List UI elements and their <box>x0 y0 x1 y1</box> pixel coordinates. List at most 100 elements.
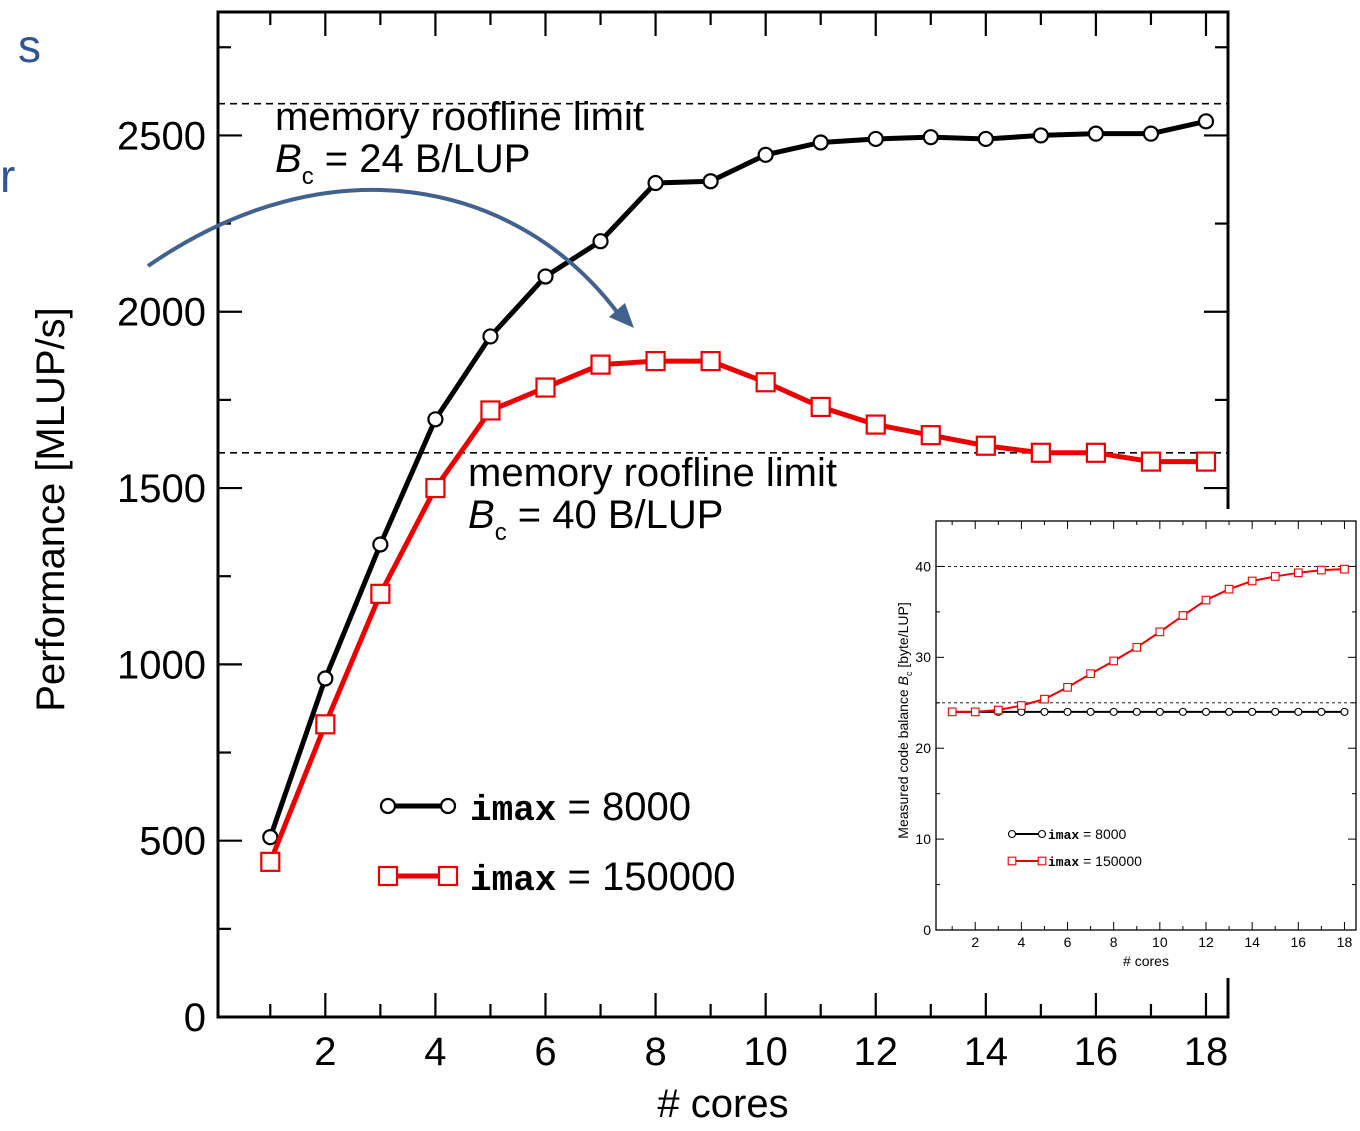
data-point-8000 <box>1032 127 1049 144</box>
data-point-150000 <box>1030 442 1051 463</box>
data-point-8000 <box>1317 707 1326 716</box>
x-tick-label: 6 <box>534 1030 556 1074</box>
data-point-150000 <box>975 435 996 456</box>
data-point-8000 <box>702 173 719 190</box>
legend-label-150000: imax = 150000 <box>470 855 735 901</box>
y-tick-label: 10 <box>915 831 931 847</box>
data-point-8000 <box>1142 125 1160 142</box>
data-point-150000 <box>1086 669 1095 679</box>
chart-background <box>884 509 1359 978</box>
arrow-head <box>609 303 634 328</box>
data-point-150000 <box>645 351 666 372</box>
x-tick-label: 4 <box>1017 934 1025 950</box>
data-point-8000 <box>1340 707 1349 716</box>
data-point-8000 <box>922 129 939 146</box>
y-tick-label: 0 <box>923 922 931 938</box>
data-point-150000 <box>1063 682 1072 692</box>
data-point-150000 <box>755 372 776 393</box>
data-point-150000 <box>810 396 831 418</box>
y-tick-label: 1500 <box>117 467 206 511</box>
data-point-8000 <box>867 130 884 148</box>
legend-marker-150000 <box>377 865 399 887</box>
data-point-8000 <box>812 134 829 151</box>
data-point-8000 <box>1178 707 1187 716</box>
data-point-150000 <box>1201 595 1211 605</box>
inset-y-axis-title: Measured code balance Bc [byte/LUP] <box>895 602 914 838</box>
data-point-150000 <box>315 714 336 735</box>
x-axis-title: # cores <box>1123 953 1169 969</box>
x-tick-label: 4 <box>424 1030 446 1074</box>
inset-code-balance-chart: 2 4 6 8 10 12 14 16 18 0 10 20 30 40 # cores Measured c… <box>884 509 1359 978</box>
x-tick-label: 6 <box>1064 934 1072 950</box>
inset-legend-marker-150000 <box>1037 856 1047 866</box>
data-point-150000 <box>1340 564 1349 574</box>
data-point-150000 <box>535 377 556 398</box>
roofline-balance-label: Bc = 40 B/LUP <box>468 493 723 546</box>
data-point-8000 <box>482 328 499 345</box>
x-tick-label: 2 <box>971 934 979 950</box>
data-point-8000 <box>1197 113 1215 130</box>
y-tick-label: 500 <box>139 820 206 864</box>
inset-legend-marker-8000 <box>1037 829 1047 839</box>
data-point-150000 <box>1270 572 1280 581</box>
inset-legend-marker-150000 <box>1007 856 1017 866</box>
data-point-150000 <box>865 414 886 435</box>
plot-frame <box>935 520 1357 931</box>
x-tick-label: 10 <box>1152 934 1168 950</box>
data-point-8000 <box>1294 707 1303 716</box>
data-point-8000 <box>1040 707 1049 716</box>
data-point-8000 <box>1225 707 1234 716</box>
x-tick-label: 12 <box>1198 934 1214 950</box>
main-performance-chart: 2 4 6 8 10 12 14 16 18 0 500 1000 1500 2000 2500 # core… <box>29 10 1230 1126</box>
data-point-8000 <box>372 536 389 553</box>
arrow-curve <box>146 188 622 318</box>
data-point-150000 <box>1317 565 1326 575</box>
data-point-8000 <box>1109 707 1118 716</box>
roofline-label: memory roofline limit <box>468 451 837 495</box>
data-point-8000 <box>262 829 279 846</box>
data-point-150000 <box>993 705 1003 715</box>
data-point-8000 <box>1086 707 1095 716</box>
inset-legend-marker-8000 <box>1007 829 1017 839</box>
inset-legend-label-8000: imax = 8000 <box>1048 826 1127 843</box>
legend-marker-8000 <box>379 797 397 815</box>
y-tick-label: 40 <box>915 558 931 574</box>
data-point-8000 <box>1155 707 1164 716</box>
data-point-150000 <box>700 351 721 372</box>
data-point-8000 <box>537 268 554 285</box>
data-point-8000 <box>1201 707 1211 716</box>
data-point-150000 <box>1085 442 1107 463</box>
data-point-150000 <box>947 707 957 717</box>
data-point-8000 <box>757 146 774 163</box>
x-tick-label: 14 <box>1244 934 1260 950</box>
data-point-150000 <box>425 477 446 499</box>
data-point-8000 <box>1248 707 1257 716</box>
data-point-150000 <box>970 707 980 717</box>
data-point-150000 <box>1293 568 1303 578</box>
data-point-8000 <box>977 130 994 148</box>
data-point-150000 <box>920 425 941 446</box>
x-tick-label: 16 <box>1074 1030 1119 1074</box>
data-point-150000 <box>1195 451 1217 472</box>
x-tick-label: 18 <box>1337 934 1353 950</box>
data-point-150000 <box>1040 694 1049 704</box>
data-point-8000 <box>592 233 609 250</box>
y-tick-label: 20 <box>915 740 931 756</box>
data-point-150000 <box>370 583 391 604</box>
x-tick-label: 8 <box>644 1030 666 1074</box>
x-tick-label: 10 <box>743 1030 788 1074</box>
y-tick-label: 2000 <box>117 291 206 335</box>
legend-marker-150000 <box>437 865 459 887</box>
data-point-150000 <box>1155 627 1165 637</box>
y-tick-label: 2500 <box>117 114 206 158</box>
data-point-150000 <box>260 851 281 872</box>
x-tick-label: 18 <box>1184 1030 1229 1074</box>
legend-marker-8000 <box>439 797 457 815</box>
data-point-150000 <box>1178 611 1188 620</box>
series-line-8000 <box>267 118 1207 838</box>
data-point-8000 <box>647 174 664 192</box>
roofline-balance-label: Bc = 24 B/LUP <box>275 137 530 190</box>
roofline-label: memory roofline limit <box>275 95 644 139</box>
y-tick-label: 30 <box>915 649 931 665</box>
data-point-150000 <box>480 400 501 421</box>
